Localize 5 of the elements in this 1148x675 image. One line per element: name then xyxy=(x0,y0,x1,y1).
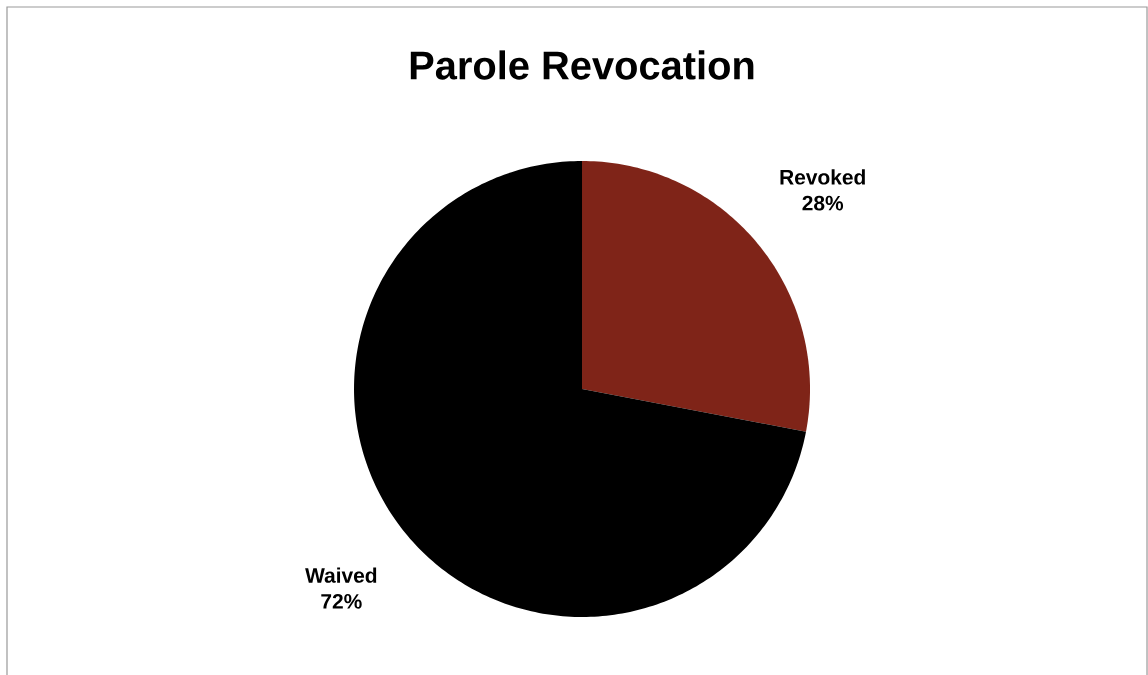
slice-label: Revoked xyxy=(780,169,865,185)
data-label: 72% xyxy=(321,593,362,609)
slice-label: Waived xyxy=(305,567,377,583)
data-label: 28% xyxy=(802,195,844,211)
chart-title: Parole Revocation xyxy=(410,50,754,80)
